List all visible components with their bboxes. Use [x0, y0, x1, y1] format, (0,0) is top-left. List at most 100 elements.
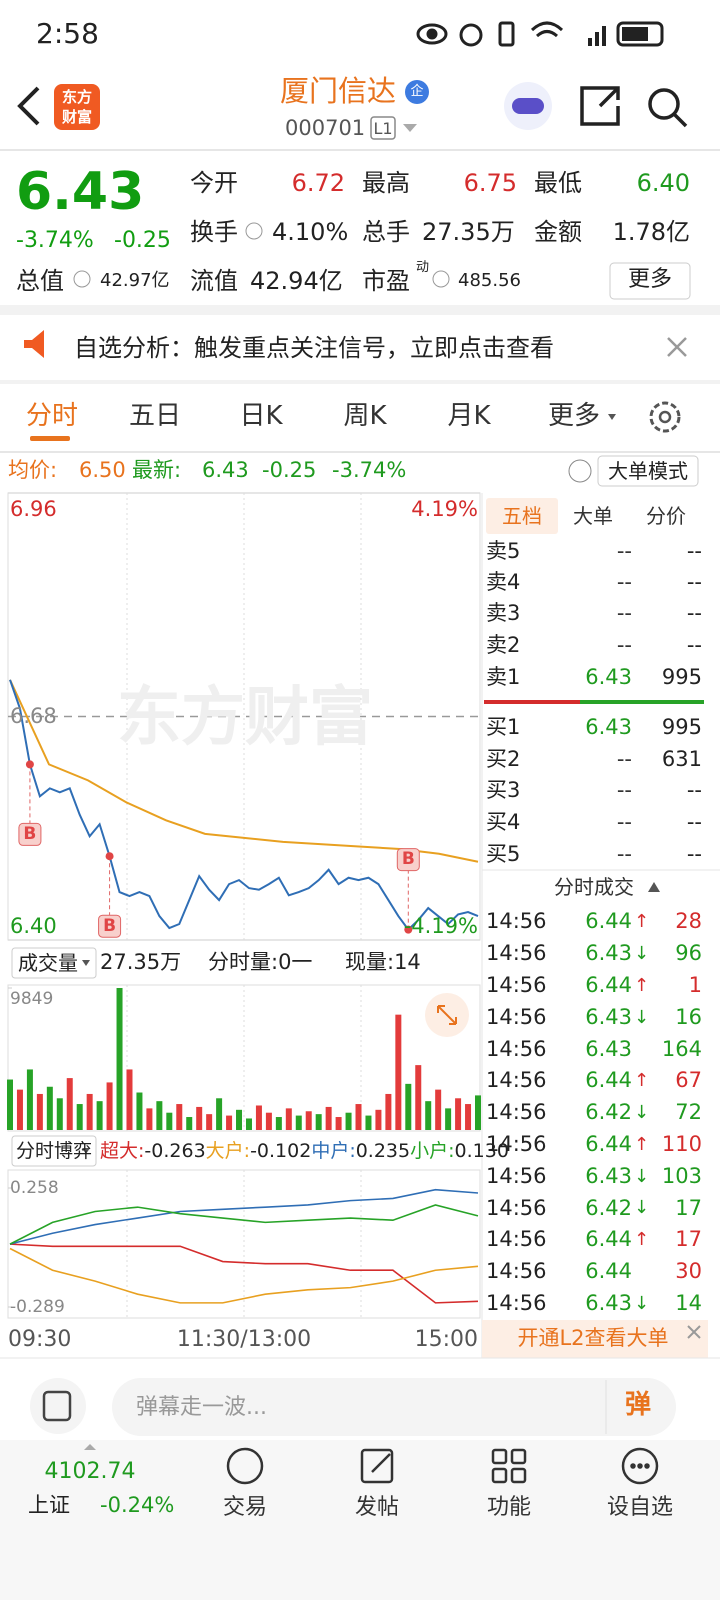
status-icons: [416, 21, 664, 47]
trade-direction: ↓: [634, 1006, 650, 1028]
book-price: 6.43: [585, 715, 632, 740]
volume-bar: [375, 1109, 382, 1130]
book-label: 卖2: [486, 633, 521, 658]
chart-tab[interactable]: 五日: [128, 401, 182, 432]
volume-bar: [226, 1115, 233, 1130]
trade-price: 6.44: [585, 1227, 632, 1252]
volume-label[interactable]: 成交量: [18, 951, 78, 975]
speaker-icon: [24, 330, 44, 358]
avatar-face: [512, 98, 544, 114]
flow-label[interactable]: 分时博弈: [16, 1139, 93, 1162]
book-price: --: [616, 778, 632, 803]
chart-tab[interactable]: 更多: [547, 401, 601, 432]
trade-volume: 17: [675, 1195, 702, 1220]
y-tick-label: -0.289: [10, 1296, 65, 1317]
settings-core: [658, 410, 672, 424]
volume-bar: [186, 1117, 193, 1130]
volume-bar: [76, 1104, 83, 1130]
help-icon[interactable]: [568, 459, 592, 483]
trade-price: 6.43: [585, 1291, 632, 1315]
sort-icon: [648, 882, 660, 892]
trade-volume: 72: [675, 1100, 702, 1125]
help-mark[interactable]: 大单模式: [608, 459, 688, 483]
alert-text[interactable]: 自选分析：触发重点关注信号，立即点击查看: [74, 333, 554, 362]
stat-label: 总值: [16, 266, 64, 295]
latest-change: -0.25: [262, 458, 317, 483]
legend-value: -0.263: [144, 1140, 206, 1162]
trade-volume: 96: [675, 941, 702, 966]
volume-bar: [96, 1101, 103, 1130]
trade-volume: 103: [661, 1163, 702, 1188]
volume-bar: [66, 1078, 73, 1130]
comment-input[interactable]: [112, 1378, 676, 1436]
chart-tab[interactable]: 分时: [25, 401, 79, 432]
volume-bar: [465, 1104, 472, 1130]
legend-value: 0.235: [355, 1140, 411, 1162]
search-button[interactable]: [648, 88, 680, 120]
time-dividers: [126, 493, 362, 1318]
stat-label: 最低: [534, 168, 582, 197]
nav-item[interactable]: 发帖: [354, 1494, 400, 1520]
trade-price: 6.42: [585, 1100, 632, 1125]
chart-tab[interactable]: 周K: [343, 401, 387, 432]
danmaku-toggle[interactable]: [30, 1378, 86, 1434]
stat-label: 最高: [362, 168, 410, 197]
trade-direction: ↑: [634, 911, 650, 933]
volume-bar: [325, 1106, 332, 1130]
y-tick-label: 6.96: [10, 497, 57, 522]
signal-label: B: [23, 824, 37, 845]
settings-button[interactable]: [649, 401, 681, 433]
mode-button[interactable]: [597, 455, 699, 487]
legend-value: -0.102: [250, 1140, 312, 1162]
more-button[interactable]: 更多: [627, 266, 673, 292]
danmaku-icon: [42, 1390, 72, 1422]
promo[interactable]: 开通L2查看大单: [517, 1326, 669, 1351]
y2-tick-label: -4.19%: [403, 914, 478, 939]
chart-tab[interactable]: 日K: [239, 401, 283, 432]
chart-tab[interactable]: 月K: [447, 401, 491, 432]
back-button[interactable]: [17, 86, 40, 126]
volume-bar: [7, 1079, 13, 1130]
index-value[interactable]: 4102.74: [44, 1458, 136, 1484]
danmaku-button[interactable]: 弹: [624, 1390, 652, 1421]
share-button[interactable]: [580, 86, 620, 126]
trade-volume: 110: [661, 1132, 702, 1156]
volume-bar: [56, 1098, 63, 1130]
comment-placeholder[interactable]: 弹幕走一波...: [136, 1394, 267, 1420]
y-tick-label: 6.40: [10, 914, 57, 939]
book-price: --: [616, 570, 632, 595]
book-label: 卖1: [486, 665, 521, 690]
signal-box: [18, 822, 42, 846]
code-dropdown[interactable]: [403, 124, 417, 132]
trade-time: 14:56: [486, 1259, 547, 1284]
more-button[interactable]: [609, 262, 691, 300]
volume-bar: [435, 1089, 442, 1130]
book-tab[interactable]: 分价: [646, 504, 686, 528]
trade-price: 6.43: [585, 1163, 632, 1188]
nav-item[interactable]: 功能: [486, 1494, 532, 1520]
book-tab[interactable]: 五档: [502, 504, 542, 528]
volume-selector[interactable]: [11, 947, 97, 979]
flow-line: [9, 1243, 479, 1304]
close-alert[interactable]: [667, 337, 687, 357]
trade-volume: 17: [675, 1227, 702, 1252]
volume-bar: [295, 1115, 302, 1130]
signal-label: B: [401, 849, 415, 870]
promo-close[interactable]: [687, 1325, 701, 1339]
promo-bg[interactable]: [482, 1320, 708, 1358]
nav-item[interactable]: 交易: [222, 1494, 268, 1520]
trade-price: 6.43: [585, 941, 632, 966]
section-gap: [0, 380, 720, 384]
flow-line: [9, 1188, 479, 1245]
badge: 企: [410, 84, 424, 100]
volume-bar: [146, 1108, 153, 1130]
book-price: --: [616, 842, 632, 867]
trade-direction: ↓: [634, 1292, 650, 1314]
index-marker: [84, 1444, 96, 1450]
flow-selector[interactable]: [11, 1135, 97, 1167]
book-tab[interactable]: 大单: [573, 504, 613, 528]
stat-value: 42.97亿: [100, 270, 170, 292]
nav-item[interactable]: 设自选: [606, 1494, 674, 1520]
